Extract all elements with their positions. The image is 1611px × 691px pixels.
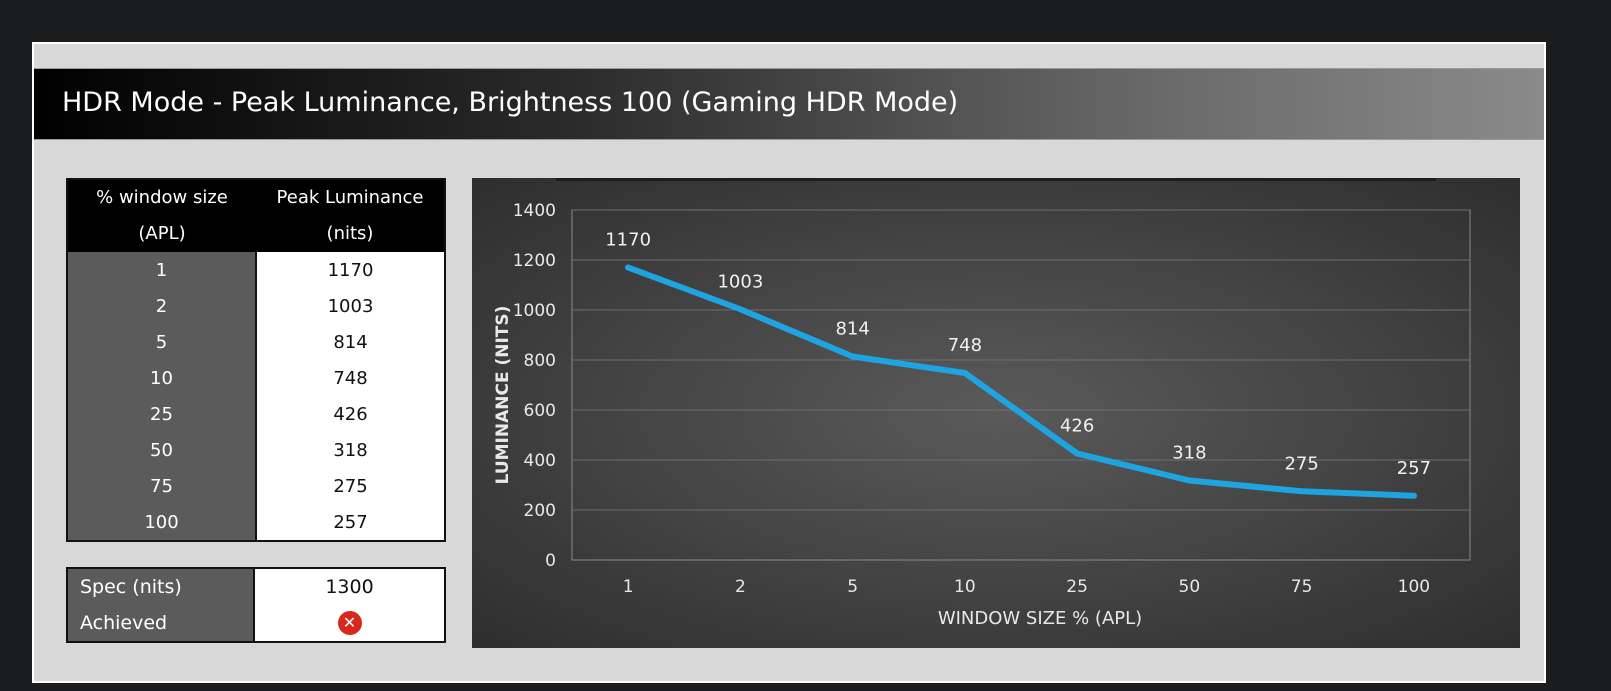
x-tick-label: 1 [623,577,634,597]
window-cell: 50 [67,432,257,468]
nits-cell: 257 [256,504,445,541]
spec-value: 1300 [254,568,445,605]
chart-top-edge [556,178,1436,181]
luminance-chart: 0 200 400 600 800 1000 1200 1400 1 2 5 10 25 50 75 100 … [472,178,1520,648]
page-title: HDR Mode - Peak Luminance, Brightness 10… [62,87,959,118]
achieved-row: Achieved ✕ [67,605,445,642]
spec-row: Spec (nits) 1300 [67,568,445,605]
x-tick-label: 10 [954,577,976,597]
data-label: 257 [1397,458,1431,479]
x-tick-label: 2 [735,577,746,597]
nits-cell: 275 [256,468,445,504]
data-point [1410,492,1417,499]
data-point [849,353,856,360]
table-row: 100 257 [67,504,445,541]
nits-cell: 318 [256,432,445,468]
data-point [625,264,632,271]
chart-background [472,178,1520,648]
nits-cell: 748 [256,360,445,396]
data-label: 426 [1060,416,1094,437]
window-cell: 10 [67,360,257,396]
x-tick-label: 75 [1291,577,1313,597]
table-row: 5 814 [67,324,445,360]
window-cell: 5 [67,324,257,360]
x-tick-label: 5 [847,577,858,597]
nits-cell: 426 [256,396,445,432]
x-circle-icon: ✕ [337,611,362,635]
table-row: 50 318 [67,432,445,468]
y-tick-label: 400 [524,451,556,471]
table-row: 10 748 [67,360,445,396]
x-tick-label: 25 [1066,577,1088,597]
spec-label: Spec (nits) [67,568,255,605]
luminance-table: % window size (APL) Peak Luminance (nits… [66,178,446,542]
nits-cell: 1170 [256,252,445,288]
data-label: 1170 [605,230,651,251]
window-cell: 1 [67,252,257,288]
data-point [1298,488,1305,495]
nits-cell: 1003 [256,288,445,324]
window-cell: 2 [67,288,257,324]
data-label: 1003 [717,271,763,292]
data-label: 814 [835,319,869,340]
table-header-nits: Peak Luminance (nits) [256,179,445,252]
window-cell: 100 [67,504,257,541]
y-tick-label: 1400 [513,201,556,221]
table-row: 75 275 [67,468,445,504]
report-panel: HDR Mode - Peak Luminance, Brightness 10… [32,42,1546,683]
window-cell: 25 [67,396,257,432]
y-tick-label: 800 [524,351,556,371]
nits-cell: 814 [256,324,445,360]
data-label: 748 [948,335,982,356]
data-point [1186,477,1193,484]
y-tick-label: 200 [524,501,556,521]
x-tick-label: 50 [1179,577,1201,597]
y-tick-label: 1000 [513,301,556,321]
data-point [1074,450,1081,457]
x-axis-label: WINDOW SIZE % (APL) [938,608,1142,629]
series-line [625,264,1417,499]
table-row: 2 1003 [67,288,445,324]
y-tick-label: 0 [545,551,556,571]
achieved-cell: ✕ [254,605,445,642]
data-point [961,370,968,376]
spec-table: Spec (nits) 1300 Achieved ✕ [66,567,446,643]
x-tick-label: 100 [1398,577,1430,597]
achieved-label: Achieved [67,605,255,642]
table-header-window: % window size (APL) [67,179,256,252]
table-row: 1 1170 [67,252,445,288]
y-axis-label: LUMINANCE (NITS) [493,306,513,485]
y-tick-label: 1200 [513,251,556,271]
data-point [737,306,744,313]
title-bar: HDR Mode - Peak Luminance, Brightness 10… [34,68,1544,140]
data-label: 318 [1172,443,1206,464]
data-label: 275 [1284,453,1318,474]
y-tick-label: 600 [524,401,556,421]
table-header-row: % window size (APL) Peak Luminance (nits… [67,179,445,252]
table-row: 25 426 [67,396,445,432]
window-cell: 75 [67,468,257,504]
